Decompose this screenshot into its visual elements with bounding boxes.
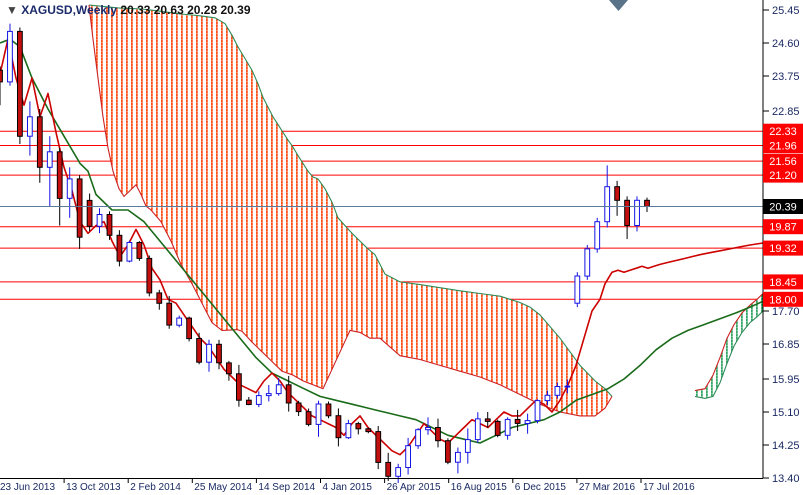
svg-text:19.87: 19.87	[769, 222, 797, 234]
svg-text:15.10: 15.10	[772, 407, 800, 419]
svg-text:2 Feb 2014: 2 Feb 2014	[130, 482, 181, 493]
svg-text:16 Aug 2015: 16 Aug 2015	[451, 482, 508, 493]
svg-text:14.25: 14.25	[772, 440, 800, 452]
svg-text:26 Apr 2015: 26 Apr 2015	[387, 482, 441, 493]
svg-text:25 May 2014: 25 May 2014	[194, 482, 252, 493]
svg-text:13 Oct 2013: 13 Oct 2013	[66, 482, 121, 493]
svg-text:23 Jun 2013: 23 Jun 2013	[0, 482, 55, 493]
svg-text:20.39: 20.39	[769, 202, 797, 214]
svg-text:23.75: 23.75	[772, 71, 800, 83]
svg-text:24.60: 24.60	[772, 38, 800, 50]
svg-text:27 Mar 2016: 27 Mar 2016	[579, 482, 636, 493]
svg-text:16.85: 16.85	[772, 339, 800, 351]
svg-text:22.33: 22.33	[769, 126, 797, 138]
svg-text:21.96: 21.96	[769, 141, 797, 153]
svg-text:25.45: 25.45	[772, 5, 800, 17]
svg-text:17 Jul 2016: 17 Jul 2016	[643, 482, 695, 493]
svg-text:13.40: 13.40	[772, 473, 800, 485]
svg-text:22.85: 22.85	[772, 106, 800, 118]
svg-text:19.32: 19.32	[769, 243, 797, 255]
svg-text:6 Dec 2015: 6 Dec 2015	[515, 482, 567, 493]
svg-text:18.45: 18.45	[769, 277, 797, 289]
svg-text:17.70: 17.70	[772, 306, 800, 318]
svg-text:18.00: 18.00	[769, 294, 797, 306]
svg-text:4 Jan 2015: 4 Jan 2015	[323, 482, 373, 493]
svg-text:21.20: 21.20	[769, 170, 797, 182]
svg-text:14 Sep 2014: 14 Sep 2014	[258, 482, 315, 493]
svg-text:21.56: 21.56	[769, 156, 797, 168]
svg-text:15.95: 15.95	[772, 374, 800, 386]
